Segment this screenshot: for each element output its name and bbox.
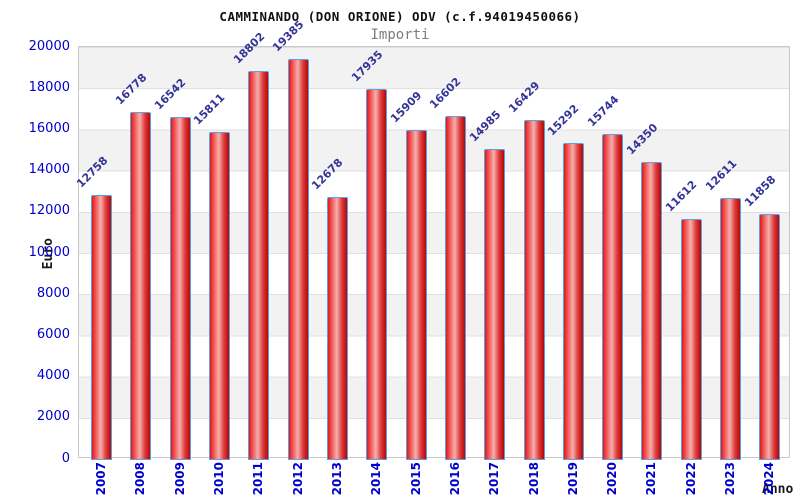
x-tick-label: 2023 xyxy=(723,462,738,496)
x-tick-label: 2016 xyxy=(447,462,462,496)
y-tick-label: 18000 xyxy=(28,79,70,95)
bar xyxy=(680,218,702,460)
bar xyxy=(720,198,742,460)
bar xyxy=(169,117,191,460)
x-tick-label: 2019 xyxy=(565,462,580,496)
bar xyxy=(366,88,388,460)
x-tick-label: 2013 xyxy=(329,462,344,496)
x-tick-label: 2008 xyxy=(133,462,148,496)
bar xyxy=(602,133,624,460)
y-tick-label: 8000 xyxy=(36,285,70,301)
y-tick-label: 6000 xyxy=(36,326,70,342)
x-tick-label: 2012 xyxy=(290,462,305,496)
y-tick-label: 0 xyxy=(61,450,70,466)
x-tick-label: 2015 xyxy=(408,462,423,496)
x-tick-label: 2022 xyxy=(683,462,698,496)
bar xyxy=(444,115,466,460)
bar xyxy=(641,162,663,460)
bar xyxy=(130,112,152,460)
x-tick-label: 2014 xyxy=(369,462,384,496)
bar xyxy=(759,213,781,460)
x-tick-label: 2018 xyxy=(526,462,541,496)
x-tick-label: 2009 xyxy=(172,462,187,496)
y-tick-label: 4000 xyxy=(36,368,70,384)
bar xyxy=(287,58,309,460)
x-tick-label: 2017 xyxy=(487,462,502,496)
y-tick-label: 20000 xyxy=(28,38,70,54)
chart-title: CAMMINANDO (DON ORIONE) ODV (c.f.9401945… xyxy=(219,9,581,24)
bar xyxy=(484,149,506,460)
y-tick-label: 16000 xyxy=(28,120,70,136)
x-tick-label: 2021 xyxy=(644,462,659,496)
bar xyxy=(326,196,348,460)
x-tick-label: 2024 xyxy=(762,462,777,496)
bar xyxy=(91,195,112,460)
bar xyxy=(523,119,545,460)
x-tick-label: 2010 xyxy=(211,462,226,496)
chart-subtitle: Importi xyxy=(370,27,430,43)
x-axis-title: Anno xyxy=(762,482,794,497)
plot-area xyxy=(78,46,790,458)
y-tick-label: 2000 xyxy=(36,409,70,425)
bar xyxy=(562,142,584,460)
bar xyxy=(405,130,427,460)
x-tick-label: 2007 xyxy=(94,462,108,496)
y-tick-label: 10000 xyxy=(28,244,70,260)
y-tick-label: 14000 xyxy=(28,162,70,178)
x-tick-label: 2020 xyxy=(605,462,620,496)
x-tick-label: 2011 xyxy=(251,462,266,496)
bar xyxy=(248,70,270,460)
bar xyxy=(208,132,230,460)
y-tick-label: 12000 xyxy=(28,203,70,219)
